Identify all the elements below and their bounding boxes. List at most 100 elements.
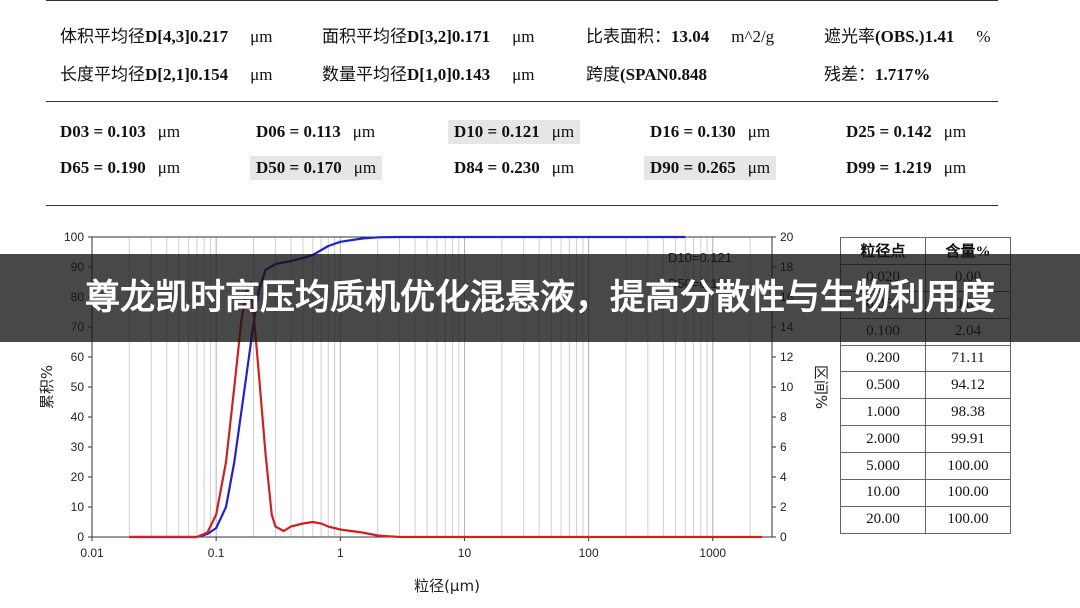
d-value: D84 = 0.230 μm <box>448 156 580 180</box>
d-value-unit: μm <box>157 122 181 141</box>
stat-label: 比表面积： <box>586 27 671 46</box>
y-tick-label: 10 <box>71 500 85 514</box>
banner-overlay <box>0 254 1080 342</box>
stat-label: 残差： <box>824 65 875 84</box>
y2-tick-label: 10 <box>780 380 794 394</box>
d-value-label: D99 = 1.219 <box>846 158 932 177</box>
table-cell-size: 10.00 <box>840 479 926 507</box>
table-cell-content: 100.00 <box>925 479 1011 507</box>
stat-label: 体积平均径 <box>60 27 145 46</box>
stat-item: 数量平均径D[1,0]0.143 μm <box>322 60 534 85</box>
d-value-unit: μm <box>551 122 575 141</box>
stats-divider <box>46 101 998 102</box>
y2-tick-label: 8 <box>780 410 787 424</box>
y2-tick-label: 12 <box>780 350 794 364</box>
y-tick-label: 30 <box>71 440 85 454</box>
stat-item: 比表面积：13.04 m^2/g <box>586 22 774 47</box>
table-cell-size: 5.000 <box>840 452 926 481</box>
d-value-label: D50 = 0.170 <box>256 158 342 177</box>
stat-value: (OBS.)1.41 <box>875 27 955 46</box>
stat-unit: μm <box>250 27 273 46</box>
banner-title: 尊龙凯时高压均质机优化混悬液，提高分散性与生物利用度 <box>84 278 995 318</box>
stat-label: 面积平均径 <box>322 27 407 46</box>
stat-unit: % <box>976 27 991 46</box>
table-cell-content: 71.11 <box>925 344 1011 373</box>
table-cell-size: 2.000 <box>840 425 926 454</box>
stat-unit: μm <box>512 27 535 46</box>
d-value: D90 = 0.265 μm <box>644 156 777 180</box>
y2-tick-label: 0 <box>780 530 787 544</box>
top-border <box>46 0 998 1</box>
x-tick-label: 100 <box>579 546 599 560</box>
stat-item: 面积平均径D[3,2]0.171 μm <box>322 22 534 47</box>
y-tick-label: 0 <box>77 530 84 544</box>
d-value: D65 = 0.190 μm <box>54 156 186 180</box>
d-value-label: D03 = 0.103 <box>60 122 146 141</box>
table-cell-size: 0.200 <box>840 344 926 373</box>
table-cell-size: 0.500 <box>840 371 926 400</box>
stat-value: D[2,1]0.154 <box>145 65 229 84</box>
d-value: D50 = 0.170 μm <box>250 156 383 180</box>
table-row: 1.000 98.38 <box>840 398 1011 427</box>
y-tick-label: 50 <box>71 380 85 394</box>
stat-unit: μm <box>250 65 273 84</box>
d-value-unit: μm <box>352 122 376 141</box>
x-axis-label: 粒径(μm) <box>414 577 480 595</box>
d-value-unit: μm <box>747 122 771 141</box>
d-value-label: D10 = 0.121 <box>454 122 540 141</box>
table-row: 0.200 71.11 <box>840 344 1011 373</box>
d-value-unit: μm <box>747 158 771 177</box>
y2-tick-label: 2 <box>780 500 787 514</box>
stat-value: 13.04 <box>671 27 710 46</box>
stat-label: 数量平均径 <box>322 65 407 84</box>
table-cell-content: 94.12 <box>925 371 1011 400</box>
y2-tick-label: 6 <box>780 440 787 454</box>
stat-value: 1.717% <box>875 65 931 84</box>
stat-value: D[3,2]0.171 <box>407 27 491 46</box>
x-tick-label: 10 <box>458 546 472 560</box>
table-cell-size: 1.000 <box>840 398 926 427</box>
d-value-label: D84 = 0.230 <box>454 158 540 177</box>
y2-axis-label: 区间% <box>812 365 830 409</box>
stat-value: D[4,3]0.217 <box>145 27 229 46</box>
table-row: 10.00 100.00 <box>840 479 1011 507</box>
table-cell-size: 20.00 <box>840 505 926 534</box>
stat-unit: m^2/g <box>731 27 775 46</box>
d-value-unit: μm <box>943 122 967 141</box>
interval-curve <box>129 280 763 539</box>
x-tick-label: 0.01 <box>80 546 104 560</box>
stat-item: 长度平均径D[2,1]0.154 μm <box>60 60 272 85</box>
table-row: 20.00 100.00 <box>840 505 1011 534</box>
d-value-label: D90 = 0.265 <box>650 158 736 177</box>
d-value-label: D65 = 0.190 <box>60 158 146 177</box>
stat-item: 残差：1.717% <box>824 60 952 85</box>
x-tick-label: 0.1 <box>208 546 225 560</box>
x-tick-label: 1000 <box>699 546 726 560</box>
stat-label: 跨度 <box>586 65 620 84</box>
d-value-label: D06 = 0.113 <box>256 122 341 141</box>
stat-unit: μm <box>512 65 535 84</box>
d-value-unit: μm <box>157 158 181 177</box>
d-value: D99 = 1.219 μm <box>840 156 972 180</box>
table-row: 5.000 100.00 <box>840 452 1011 481</box>
d-value-label: D16 = 0.130 <box>650 122 736 141</box>
y2-tick-label: 4 <box>780 470 787 484</box>
d-value: D06 = 0.113 μm <box>250 120 381 144</box>
table-cell-content: 100.00 <box>925 505 1011 534</box>
stat-item: 跨度(SPAN0.848 <box>586 60 729 85</box>
x-tick-label: 1 <box>337 546 344 560</box>
stat-item: 遮光率(OBS.)1.41% <box>824 22 991 47</box>
table-cell-content: 99.91 <box>925 425 1011 454</box>
d-value: D03 = 0.103 μm <box>54 120 186 144</box>
stat-label: 遮光率 <box>824 27 875 46</box>
d-value: D10 = 0.121 μm <box>448 120 581 144</box>
d-value-unit: μm <box>943 158 967 177</box>
d-value-unit: μm <box>353 158 377 177</box>
table-cell-content: 100.00 <box>925 452 1011 481</box>
y-tick-label: 20 <box>71 470 85 484</box>
y-axis-label: 累积% <box>38 365 56 409</box>
d-value: D16 = 0.130 μm <box>644 120 776 144</box>
d-value-label: D25 = 0.142 <box>846 122 932 141</box>
d-value: D25 = 0.142 μm <box>840 120 972 144</box>
d-values-divider <box>46 205 998 206</box>
